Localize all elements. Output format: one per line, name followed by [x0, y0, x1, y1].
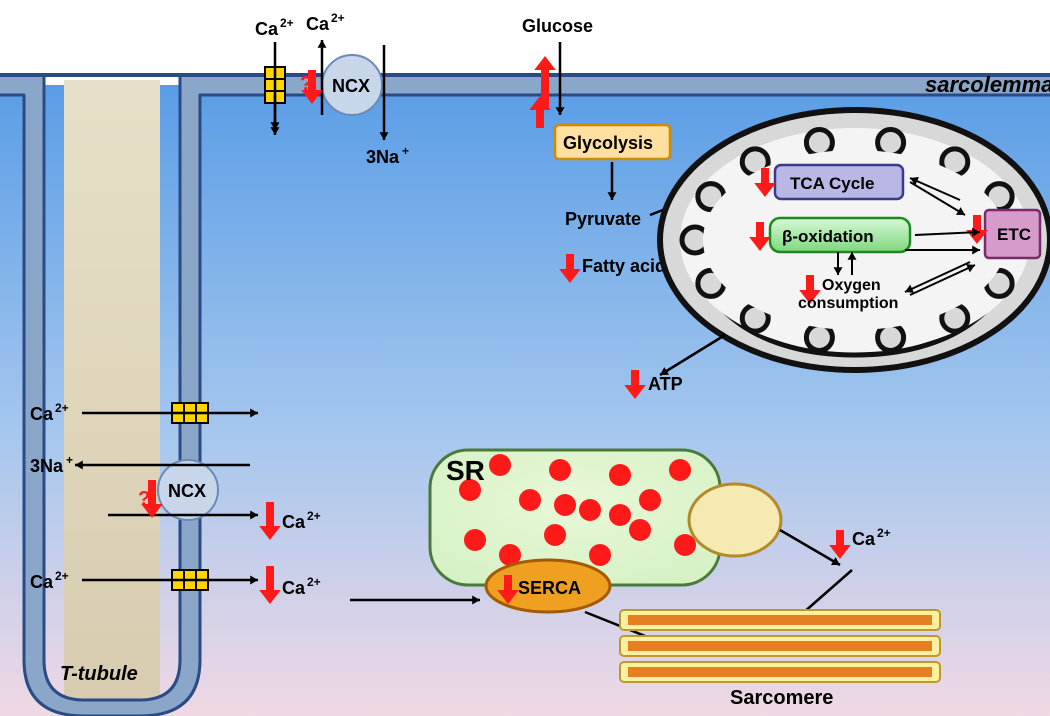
- svg-text:2+: 2+: [877, 526, 891, 540]
- serca-label: SERCA: [518, 578, 581, 598]
- t-tubule-label: T-tubule: [60, 663, 138, 685]
- ncx-left-label: NCX: [168, 481, 206, 501]
- tca-label: TCA Cycle: [790, 174, 874, 193]
- na-left-label: 3Na: [30, 456, 64, 476]
- t-tubule-lumen: [64, 80, 160, 700]
- glycolysis-label: Glycolysis: [563, 133, 653, 153]
- oxy-label: Oxygen: [822, 277, 881, 294]
- oxy2-label: consumption: [798, 295, 898, 312]
- svg-text:Ca: Ca: [30, 572, 54, 592]
- svg-text:2+: 2+: [280, 16, 294, 30]
- svg-text:2+: 2+: [307, 575, 321, 589]
- svg-text:2+: 2+: [307, 509, 321, 523]
- svg-text:2+: 2+: [55, 401, 69, 415]
- ncx-top-label: NCX: [332, 76, 370, 96]
- sr-label: SR: [446, 455, 485, 486]
- glucose-label: Glucose: [522, 16, 593, 36]
- etc-label: ETC: [997, 225, 1031, 244]
- svg-text:Ca: Ca: [282, 512, 306, 532]
- sarcolemma-label: sarcolemma: [925, 72, 1050, 97]
- svg-text:+: +: [402, 144, 409, 158]
- extracellular-bg: [0, 0, 1050, 80]
- atp-label: ATP: [648, 374, 683, 394]
- svg-text:2+: 2+: [55, 569, 69, 583]
- svg-text:+: +: [66, 453, 73, 467]
- svg-text:Ca: Ca: [306, 14, 330, 34]
- beta-ox-label: β-oxidation: [782, 227, 874, 246]
- sarcomere-label: Sarcomere: [730, 687, 833, 709]
- svg-text:2+: 2+: [331, 11, 345, 25]
- svg-text:Ca: Ca: [852, 529, 876, 549]
- svg-text:Ca: Ca: [30, 404, 54, 424]
- na-top-label: 3Na: [366, 147, 400, 167]
- pyruvate-label: Pyruvate: [565, 209, 641, 229]
- sarcomere: [620, 610, 940, 682]
- svg-text:Ca: Ca: [282, 578, 306, 598]
- sr-release-channel: [689, 484, 781, 556]
- svg-text:Ca: Ca: [255, 19, 279, 39]
